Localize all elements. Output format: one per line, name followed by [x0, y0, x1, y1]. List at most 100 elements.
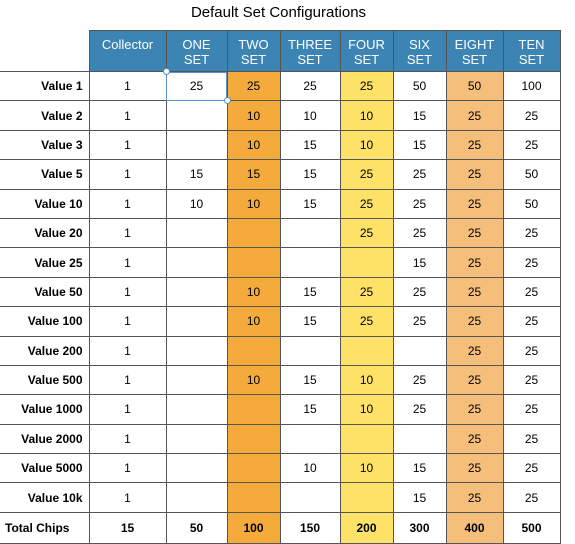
table-cell[interactable] — [279, 482, 341, 513]
table-cell[interactable] — [279, 247, 341, 278]
table-cell[interactable]: 15 — [226, 159, 281, 190]
table-cell[interactable]: 1 — [88, 364, 167, 396]
table-cell[interactable]: 25 — [502, 247, 561, 278]
table-cell[interactable] — [226, 453, 281, 484]
table-cell[interactable]: 15 — [279, 188, 341, 219]
table-cell[interactable]: 10 — [226, 306, 281, 337]
table-cell[interactable]: 25 — [502, 482, 561, 513]
table-cell[interactable]: 100 — [502, 70, 561, 102]
table-cell[interactable]: 25 — [392, 159, 447, 190]
table-cell[interactable]: 1 — [88, 129, 167, 161]
table-cell[interactable]: 1 — [88, 276, 167, 308]
table-cell[interactable]: 25 — [339, 188, 394, 219]
table-cell[interactable] — [165, 276, 228, 308]
selection-handle-top-left[interactable] — [162, 68, 170, 75]
table-cell[interactable]: 25 — [339, 217, 394, 249]
table-cell[interactable]: 25 — [445, 394, 504, 425]
selected-cell[interactable]: 25 — [162, 68, 231, 105]
table-cell[interactable] — [226, 247, 281, 278]
table-cell[interactable] — [165, 217, 228, 249]
table-cell[interactable] — [279, 217, 341, 249]
table-cell[interactable]: 25 — [339, 70, 394, 102]
table-cell[interactable]: 10 — [339, 364, 394, 396]
table-cell[interactable] — [279, 423, 341, 455]
table-cell[interactable]: 25 — [502, 423, 561, 455]
table-cell[interactable]: 50 — [502, 159, 561, 190]
table-cell[interactable]: 50 — [392, 70, 447, 102]
table-cell[interactable]: 400 — [445, 511, 504, 544]
table-cell[interactable]: 15 — [279, 394, 341, 425]
table-cell[interactable]: 1 — [88, 423, 167, 455]
table-cell[interactable]: 50 — [502, 188, 561, 219]
table-cell[interactable]: 10 — [279, 453, 341, 484]
table-cell[interactable] — [339, 482, 394, 513]
table-cell[interactable] — [392, 335, 447, 366]
table-cell[interactable]: 25 — [392, 217, 447, 249]
table-cell[interactable]: 25 — [392, 306, 447, 337]
table-cell[interactable]: 25 — [339, 159, 394, 190]
table-cell[interactable] — [165, 100, 228, 131]
table-cell[interactable]: 25 — [392, 276, 447, 308]
table-cell[interactable]: 15 — [392, 247, 447, 278]
column-header-ten-set[interactable]: TEN SET — [502, 30, 561, 72]
table-cell[interactable]: 10 — [226, 188, 281, 219]
table-cell[interactable]: 1 — [88, 159, 167, 190]
column-header-four-set[interactable]: FOUR SET — [339, 30, 394, 72]
table-cell[interactable]: 25 — [445, 188, 504, 219]
table-cell[interactable]: 10 — [339, 453, 394, 484]
table-cell[interactable] — [226, 335, 281, 366]
table-cell[interactable]: 1 — [88, 335, 167, 366]
column-header-six-set[interactable]: SIX SET — [392, 30, 447, 72]
column-header-eight-set[interactable]: EIGHT SET — [445, 30, 504, 72]
table-cell[interactable]: 1 — [88, 247, 167, 278]
table-cell[interactable]: 1 — [88, 306, 167, 337]
table-cell[interactable]: 1 — [88, 188, 167, 219]
table-cell[interactable]: 15 — [279, 159, 341, 190]
table-cell[interactable]: 25 — [445, 159, 504, 190]
table-cell[interactable] — [226, 482, 281, 513]
table-cell[interactable]: 25 — [445, 453, 504, 484]
table-cell[interactable]: 15 — [279, 276, 341, 308]
table-cell[interactable]: 10 — [339, 394, 394, 425]
column-header-three-set[interactable]: THREE SET — [279, 30, 341, 72]
table-cell[interactable] — [165, 453, 228, 484]
table-cell[interactable]: 15 — [392, 482, 447, 513]
table-cell[interactable]: 15 — [279, 306, 341, 337]
table-cell[interactable]: 15 — [279, 364, 341, 396]
table-cell[interactable] — [165, 306, 228, 337]
table-cell[interactable]: 1 — [88, 394, 167, 425]
table-cell[interactable]: 1 — [88, 70, 167, 102]
table-cell[interactable]: 1 — [88, 482, 167, 513]
table-cell[interactable]: 15 — [392, 453, 447, 484]
table-cell[interactable]: 25 — [502, 129, 561, 161]
table-cell[interactable]: 10 — [226, 129, 281, 161]
table-cell[interactable] — [279, 335, 341, 366]
table-cell[interactable]: 25 — [445, 276, 504, 308]
table-cell[interactable]: 25 — [339, 276, 394, 308]
table-cell[interactable]: 15 — [392, 100, 447, 131]
table-cell[interactable]: 25 — [502, 217, 561, 249]
table-cell[interactable]: 15 — [392, 129, 447, 161]
table-cell[interactable] — [165, 129, 228, 161]
table-cell[interactable]: 25 — [279, 70, 341, 102]
table-cell[interactable] — [226, 394, 281, 425]
table-cell[interactable] — [226, 217, 281, 249]
table-cell[interactable] — [339, 423, 394, 455]
table-cell[interactable]: 25 — [502, 306, 561, 337]
table-cell[interactable]: 25 — [502, 364, 561, 396]
selection-handle-bottom-right[interactable] — [223, 97, 231, 105]
table-cell[interactable]: 10 — [165, 188, 228, 219]
table-cell[interactable]: 15 — [279, 129, 341, 161]
table-cell[interactable]: 25 — [339, 306, 394, 337]
table-cell[interactable]: 50 — [445, 70, 504, 102]
table-cell[interactable]: 10 — [226, 276, 281, 308]
table-cell[interactable]: 10 — [339, 100, 394, 131]
table-cell[interactable]: 25 — [445, 335, 504, 366]
table-cell[interactable] — [226, 423, 281, 455]
table-cell[interactable] — [392, 423, 447, 455]
table-cell[interactable] — [165, 364, 228, 396]
table-cell[interactable]: 25 — [445, 482, 504, 513]
table-cell[interactable]: 25 — [226, 70, 281, 102]
table-cell[interactable]: 10 — [226, 364, 281, 396]
table-cell[interactable]: 25 — [502, 100, 561, 131]
